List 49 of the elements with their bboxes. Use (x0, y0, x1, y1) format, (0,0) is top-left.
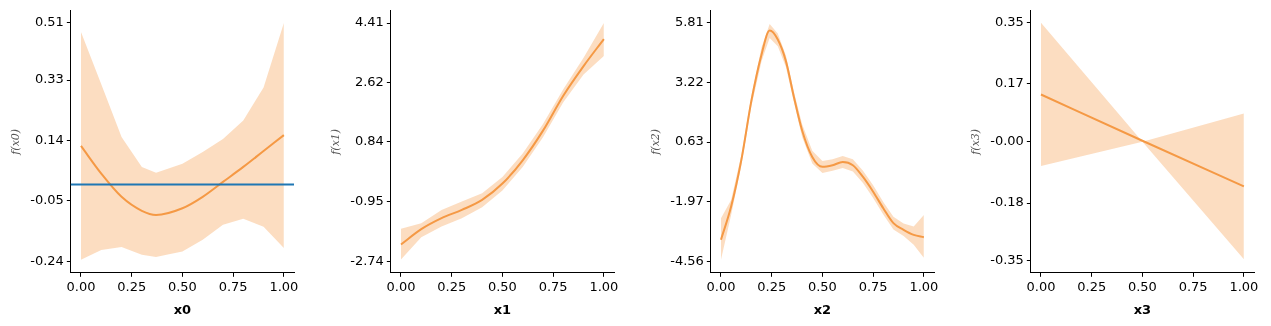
x-tick-label: 0.75 (218, 278, 248, 294)
y-tick-label: 0.35 (994, 14, 1024, 30)
x-tick-label: 0.50 (1127, 278, 1157, 294)
y-tick-label: 0.84 (354, 133, 384, 149)
x-tick-label: 0.25 (1077, 278, 1107, 294)
y-tick-label: 4.41 (354, 14, 384, 30)
x-tick-label: 0.25 (757, 278, 787, 294)
y-axis-title: f(x1) (329, 128, 343, 156)
x-axis-title: x3 (1133, 301, 1152, 317)
y-tick-label: 0.33 (34, 71, 64, 87)
y-axis-title: f(x3) (969, 128, 983, 156)
x-tick-label: 0.25 (117, 278, 147, 294)
y-tick-label: -0.35 (990, 252, 1024, 268)
x-tick-label: 0.25 (437, 278, 467, 294)
x-axis-title: x2 (813, 301, 832, 317)
x-tick-label: 0.50 (807, 278, 837, 294)
y-tick-label: -2.74 (350, 252, 384, 268)
x-tick-label: 1.00 (1229, 278, 1259, 294)
line-series (79, 134, 285, 216)
y-tick-label: 0.63 (674, 133, 704, 149)
x-tick-label: 1.00 (269, 278, 299, 294)
y-tick-label: -0.05 (30, 192, 64, 208)
x-tick-label: 0.75 (1178, 278, 1208, 294)
x-tick-label: 0.75 (858, 278, 888, 294)
y-tick-label: 2.62 (354, 74, 384, 90)
x-tick-label: 1.00 (909, 278, 939, 294)
x-tick-label: 0.00 (1026, 278, 1056, 294)
y-tick-label: -0.24 (30, 252, 64, 268)
y-axis-title: f(x2) (649, 128, 663, 156)
x-tick-label: 1.00 (589, 278, 619, 294)
x-tick-label: 0.50 (167, 278, 197, 294)
x-tick-label: 0.00 (706, 278, 736, 294)
y-tick-label: -0.18 (990, 194, 1024, 210)
y-tick-label: -0.00 (990, 133, 1024, 149)
y-tick-label: -0.95 (350, 192, 384, 208)
y-tick-label: 3.22 (674, 73, 704, 89)
x-tick-label: 0.50 (487, 278, 517, 294)
y-tick-label: -4.56 (670, 252, 704, 268)
y-tick-label: -1.97 (670, 193, 704, 209)
x-axis-title: x0 (173, 301, 192, 317)
x-tick-label: 0.00 (66, 278, 96, 294)
y-tick-label: 0.51 (34, 14, 64, 30)
x-tick-label: 0.75 (538, 278, 568, 294)
x-axis-title: x1 (493, 301, 512, 317)
x-tick-label: 0.00 (386, 278, 416, 294)
y-tick-label: 5.81 (674, 14, 704, 30)
y-tick-label: 0.14 (34, 131, 64, 147)
y-tick-label: 0.17 (994, 75, 1024, 91)
y-axis-title: f(x0) (9, 128, 23, 156)
